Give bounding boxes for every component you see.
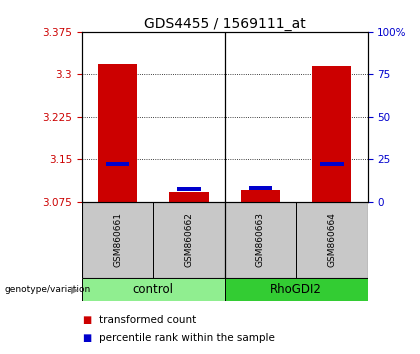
Text: percentile rank within the sample: percentile rank within the sample: [99, 333, 275, 343]
Text: control: control: [133, 283, 174, 296]
Bar: [225, 202, 296, 278]
Text: GSM860663: GSM860663: [256, 212, 265, 267]
Text: RhoGDI2: RhoGDI2: [270, 283, 322, 296]
Text: ■: ■: [82, 315, 91, 325]
Bar: [312, 67, 352, 202]
Bar: [296, 202, 368, 278]
Bar: [169, 192, 209, 202]
Text: ▶: ▶: [71, 284, 79, 295]
Bar: [241, 190, 280, 202]
Bar: [177, 187, 201, 191]
Title: GDS4455 / 1569111_at: GDS4455 / 1569111_at: [144, 17, 306, 31]
Bar: [82, 202, 153, 278]
Bar: [249, 185, 272, 190]
Bar: [82, 278, 225, 301]
Text: GSM860661: GSM860661: [113, 212, 122, 267]
Bar: [106, 162, 129, 166]
Text: GSM860662: GSM860662: [184, 212, 194, 267]
Bar: [153, 202, 225, 278]
Bar: [320, 162, 344, 166]
Text: ■: ■: [82, 333, 91, 343]
Text: genotype/variation: genotype/variation: [4, 285, 90, 294]
Bar: [98, 64, 137, 202]
Bar: [225, 278, 368, 301]
Text: GSM860664: GSM860664: [327, 212, 336, 267]
Text: transformed count: transformed count: [99, 315, 196, 325]
